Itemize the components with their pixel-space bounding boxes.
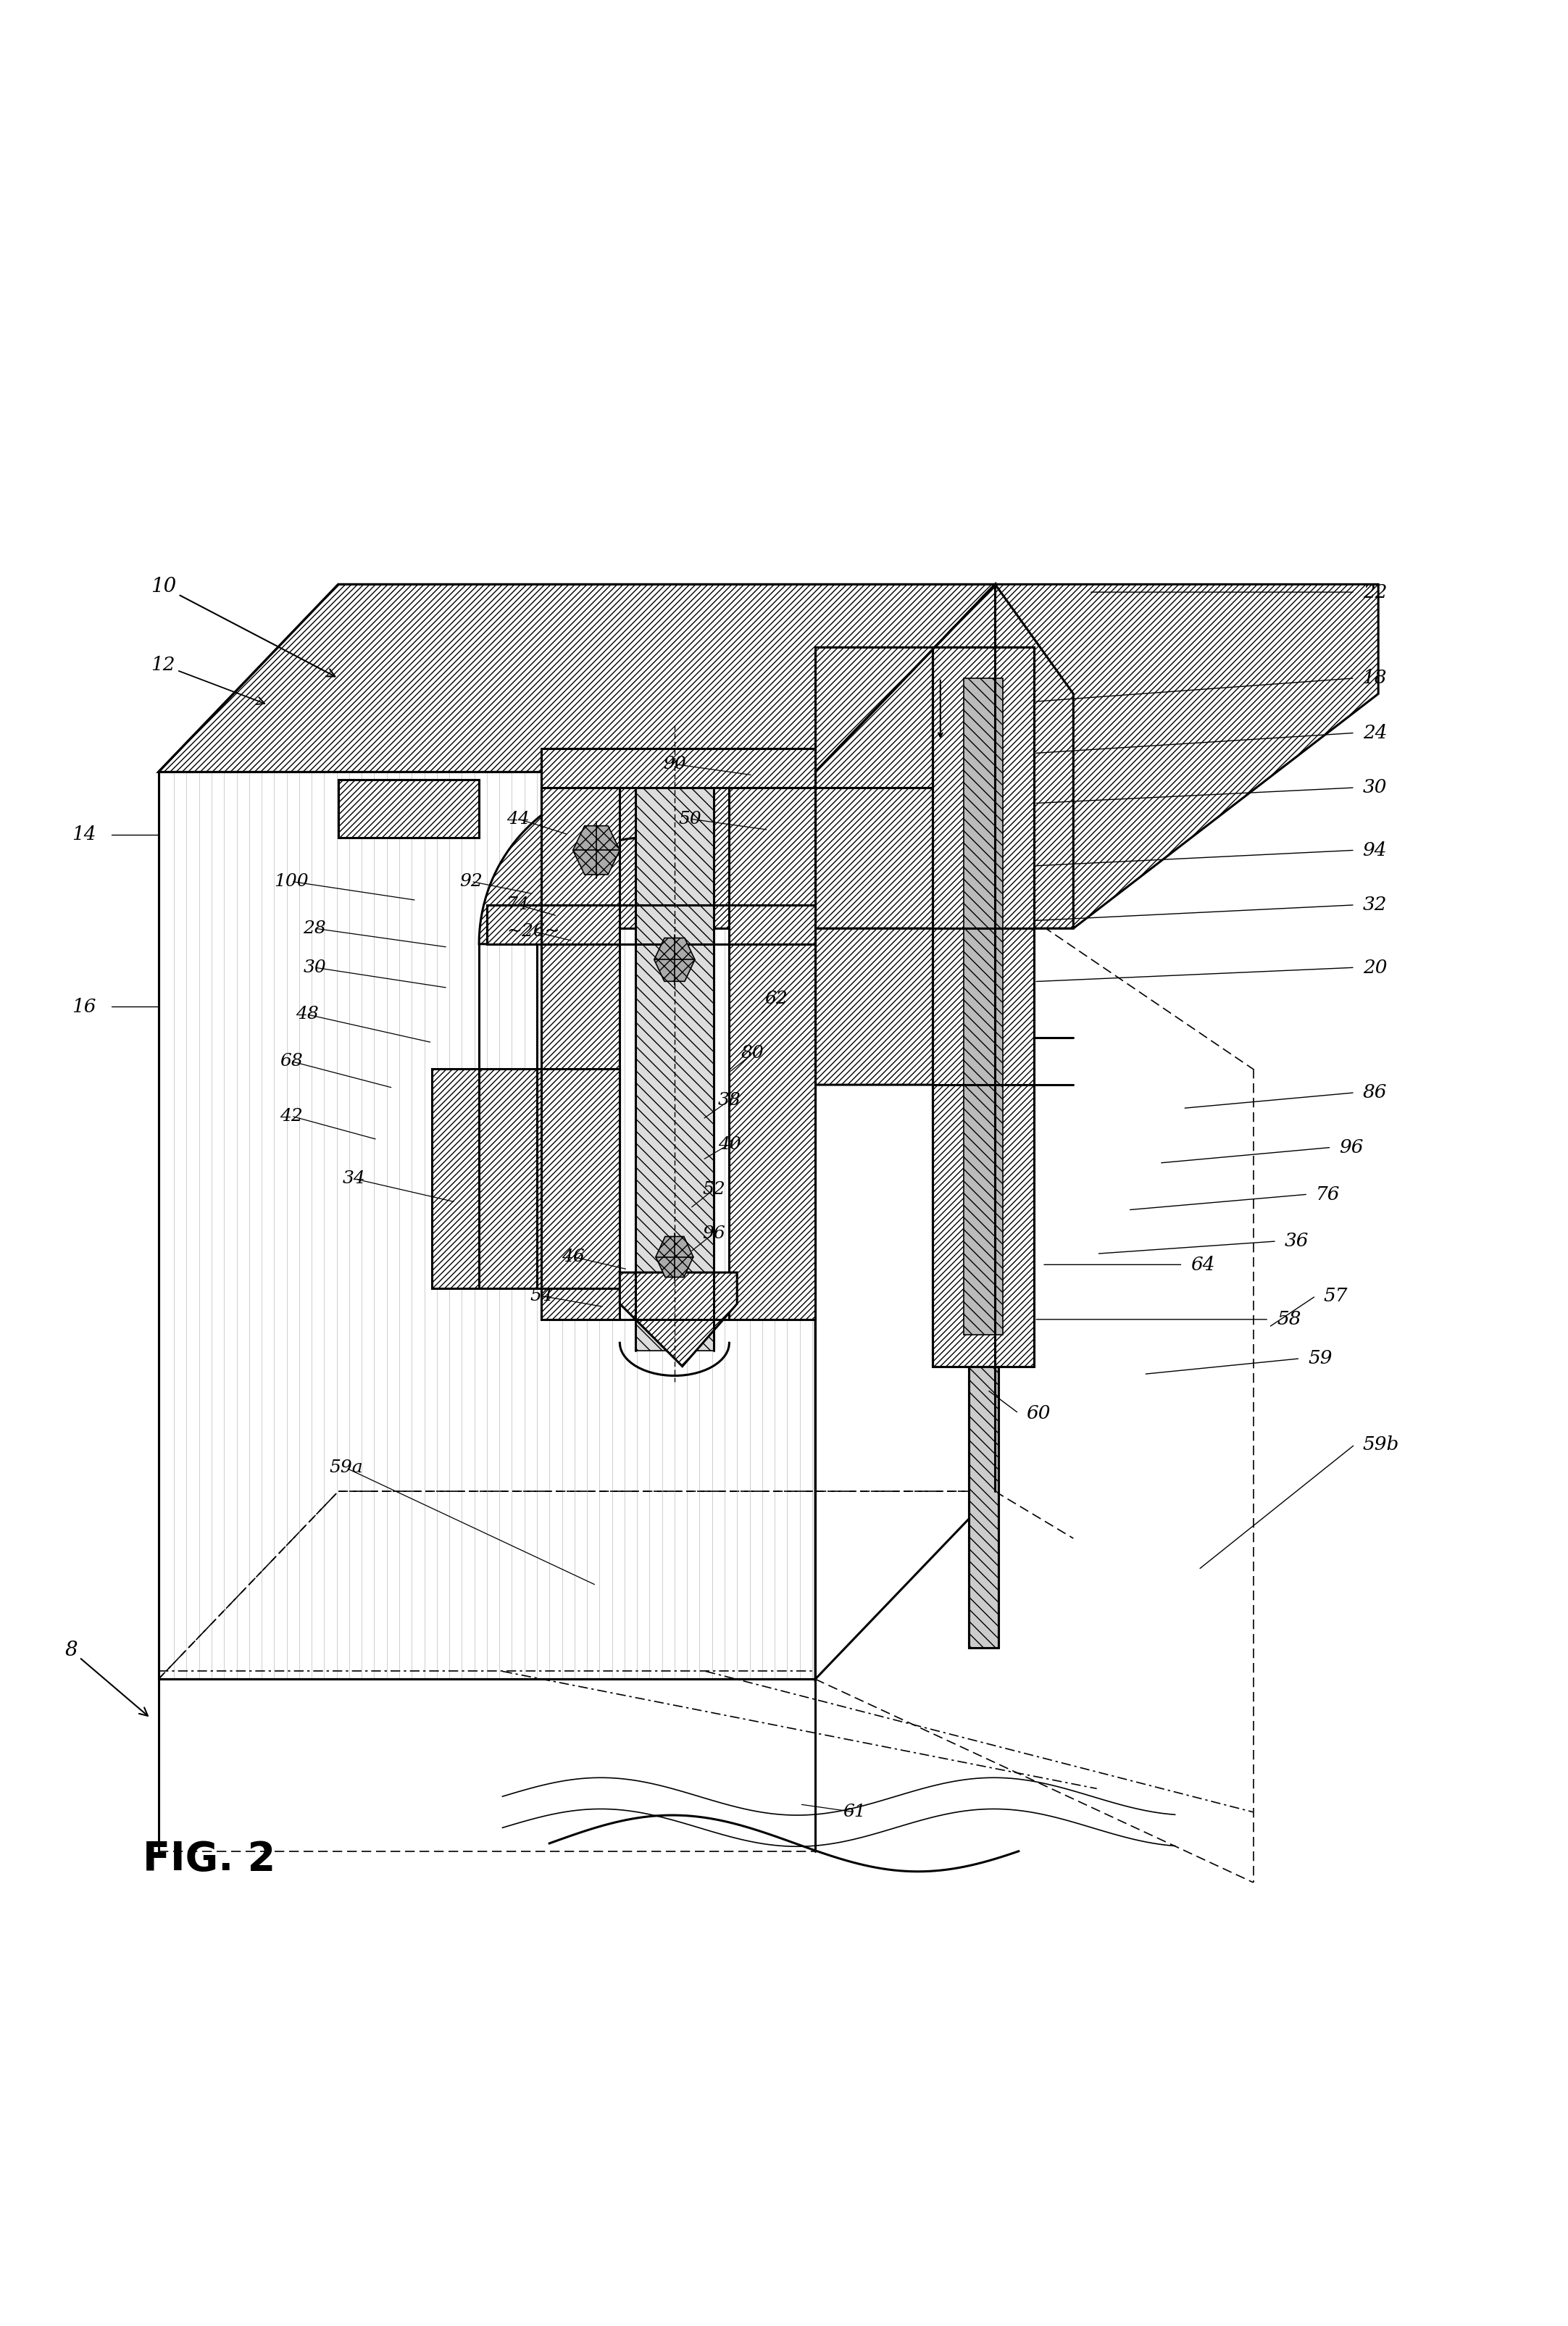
Text: 14: 14	[72, 826, 96, 844]
Text: 58: 58	[1276, 1310, 1301, 1328]
Polygon shape	[486, 905, 541, 944]
Polygon shape	[158, 772, 815, 1679]
Text: 61: 61	[844, 1803, 866, 1821]
Text: 12: 12	[151, 656, 265, 705]
Polygon shape	[815, 584, 996, 1679]
Text: 92: 92	[459, 872, 483, 891]
Polygon shape	[823, 584, 1378, 928]
Text: 64: 64	[1190, 1256, 1215, 1275]
Polygon shape	[815, 928, 1035, 1084]
Polygon shape	[572, 826, 619, 875]
Text: 52: 52	[702, 1182, 724, 1198]
Text: 59b: 59b	[1363, 1435, 1399, 1454]
Text: 96: 96	[702, 1226, 724, 1242]
Text: 68: 68	[279, 1054, 303, 1070]
Polygon shape	[729, 789, 815, 1319]
Text: 8: 8	[64, 1640, 147, 1717]
Polygon shape	[815, 789, 1035, 928]
Text: 74: 74	[506, 896, 530, 914]
Text: 30: 30	[303, 958, 326, 977]
Text: 16: 16	[72, 998, 96, 1016]
Text: 28: 28	[303, 921, 326, 937]
Text: 32: 32	[1363, 896, 1388, 914]
Text: 62: 62	[765, 991, 787, 1007]
Text: 24: 24	[1363, 723, 1388, 742]
Text: 30: 30	[1363, 779, 1388, 798]
Text: 96: 96	[1339, 1137, 1364, 1156]
Text: 46: 46	[561, 1249, 585, 1265]
Polygon shape	[541, 789, 815, 928]
Polygon shape	[158, 584, 996, 772]
Text: 22: 22	[1363, 584, 1388, 600]
Text: 80: 80	[742, 1044, 764, 1063]
Polygon shape	[655, 1237, 693, 1277]
Text: 59a: 59a	[329, 1461, 362, 1477]
Text: 76: 76	[1316, 1186, 1341, 1203]
Text: 40: 40	[718, 1135, 740, 1154]
Polygon shape	[969, 1365, 999, 1647]
Text: FIG. 2: FIG. 2	[143, 1840, 276, 1879]
Text: 42: 42	[279, 1107, 303, 1123]
Text: 48: 48	[295, 1007, 318, 1023]
Polygon shape	[815, 584, 1074, 928]
Polygon shape	[635, 789, 713, 1351]
Text: 94: 94	[1363, 842, 1388, 858]
Polygon shape	[541, 789, 619, 1319]
Text: 59: 59	[1308, 1349, 1333, 1368]
Text: ~26~: ~26~	[506, 923, 560, 940]
Text: 57: 57	[1323, 1286, 1348, 1305]
Text: 60: 60	[1027, 1405, 1051, 1421]
Text: 100: 100	[274, 872, 309, 891]
Polygon shape	[619, 1272, 737, 1365]
Text: 50: 50	[679, 809, 701, 828]
Text: 54: 54	[530, 1289, 554, 1305]
Text: 86: 86	[1363, 1084, 1388, 1103]
Text: 38: 38	[718, 1093, 740, 1110]
Polygon shape	[654, 937, 695, 982]
Polygon shape	[964, 679, 1004, 1335]
Text: 44: 44	[506, 809, 530, 828]
Polygon shape	[933, 647, 1035, 1365]
Polygon shape	[433, 1070, 619, 1289]
Polygon shape	[541, 749, 815, 789]
Text: 36: 36	[1284, 1233, 1309, 1251]
Text: 20: 20	[1363, 958, 1388, 977]
Polygon shape	[815, 647, 933, 789]
Polygon shape	[480, 779, 643, 944]
Text: 34: 34	[342, 1170, 365, 1186]
Text: 10: 10	[151, 577, 336, 677]
Text: 18: 18	[1363, 670, 1388, 686]
Polygon shape	[339, 779, 480, 837]
Text: 90: 90	[663, 756, 687, 772]
